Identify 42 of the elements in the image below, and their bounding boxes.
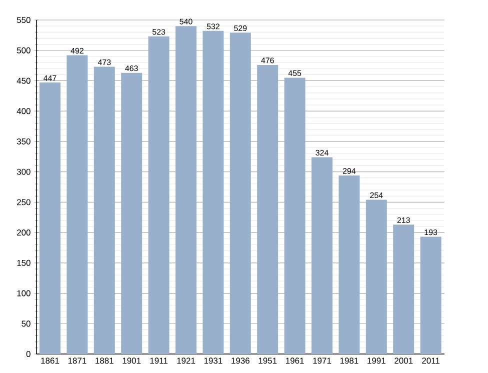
x-tick-label: 1981 xyxy=(340,358,358,364)
bar xyxy=(230,32,251,354)
x-tick-label: 1911 xyxy=(150,358,168,364)
y-tick-label: 250 xyxy=(17,199,30,206)
y-tick-label: 400 xyxy=(16,108,30,114)
x-tick-label: 1881 xyxy=(96,358,114,364)
y-tick-label: 300 xyxy=(16,168,30,175)
x-tick-label: 2001 xyxy=(394,358,413,364)
x-tick-label: 2011 xyxy=(422,358,440,364)
bar xyxy=(393,224,414,354)
y-tick-label: 550 xyxy=(16,17,30,23)
x-tick-label: 1991 xyxy=(368,358,386,364)
bar xyxy=(94,66,115,354)
y-tick-label: 350 xyxy=(16,138,30,144)
bar xyxy=(284,78,306,354)
y-tick-label: 200 xyxy=(17,230,30,236)
y-tick-label: 450 xyxy=(16,78,30,84)
x-tick-label: 1936 xyxy=(232,358,250,364)
x-tick-label: 1921 xyxy=(177,358,196,364)
x-tick-label: 1901 xyxy=(122,358,141,364)
x-tick-label: 1861 xyxy=(41,358,59,364)
x-tick-label: 1931 xyxy=(204,358,222,364)
y-tick-label: 150 xyxy=(17,260,30,266)
y-tick-label: 500 xyxy=(16,47,30,54)
bar xyxy=(66,55,88,354)
bar xyxy=(312,157,333,354)
y-tick-label: 50 xyxy=(22,320,30,327)
bar xyxy=(148,36,170,354)
x-tick-label: 1871 xyxy=(68,358,86,364)
x-tick-label: 1961 xyxy=(286,358,304,364)
bar xyxy=(366,200,387,354)
y-tick-label: 0 xyxy=(26,351,30,357)
bar xyxy=(338,175,360,354)
bar xyxy=(202,30,224,354)
bar xyxy=(40,82,60,354)
bar xyxy=(420,236,442,354)
bar xyxy=(257,64,278,354)
x-tick-label: 1951 xyxy=(258,358,277,364)
y-tick-label: 100 xyxy=(17,290,30,296)
bar xyxy=(121,72,142,354)
x-tick-label: 1971 xyxy=(313,358,332,364)
bar xyxy=(176,26,196,354)
